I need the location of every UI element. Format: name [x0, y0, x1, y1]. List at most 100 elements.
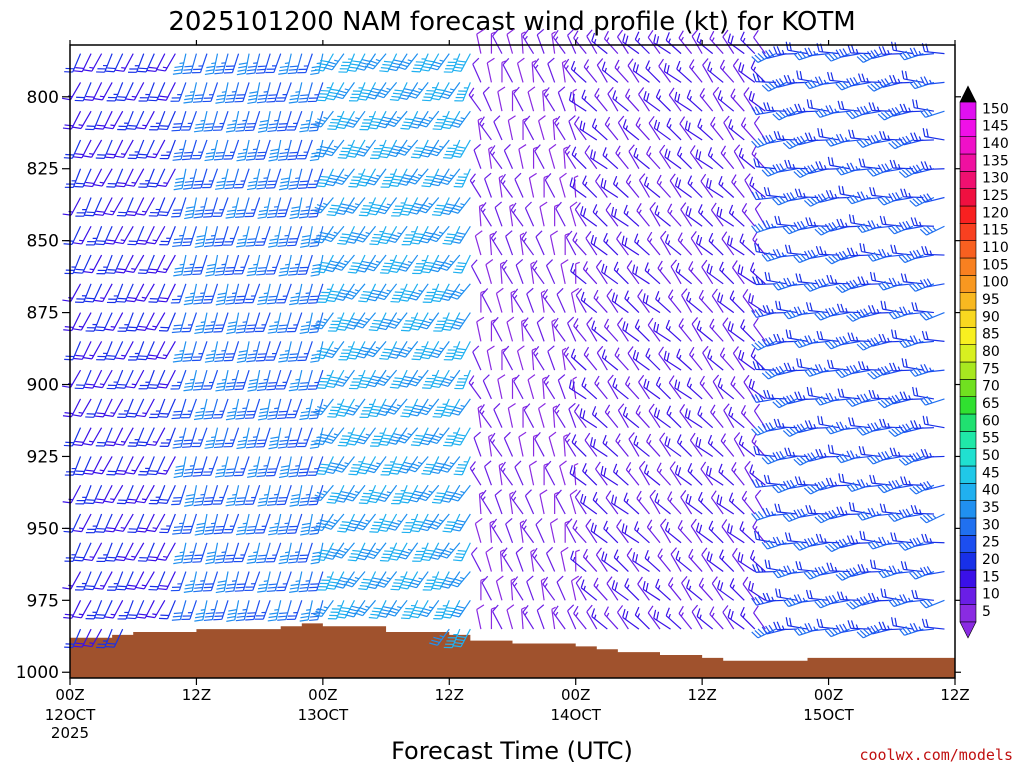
wind-barb [172, 139, 187, 161]
wind-barb [452, 628, 471, 648]
wind-barb [421, 168, 440, 188]
wind-barb [246, 53, 261, 75]
wind-barb [814, 566, 840, 576]
wind-barb [919, 480, 945, 491]
wind-barb [484, 172, 492, 198]
wind-barb [754, 243, 776, 256]
wind-barb [646, 433, 661, 457]
wind-barb [712, 86, 724, 112]
wind-barb [783, 277, 808, 287]
wind-barb [442, 226, 461, 245]
wind-barb [568, 379, 587, 400]
wind-barb [307, 456, 324, 476]
wind-barb [379, 542, 398, 562]
wind-barb [898, 220, 924, 231]
wind-barb [624, 578, 640, 601]
wind-barb [390, 571, 408, 591]
wind-barb [333, 168, 355, 186]
wind-barb [645, 347, 661, 371]
wind-barb [172, 427, 187, 449]
wind-barb [511, 376, 517, 399]
colorbar-swatch [959, 275, 977, 293]
wind-barb [267, 111, 282, 133]
wind-barb [205, 542, 219, 565]
wind-barb [170, 283, 187, 304]
wind-barb [135, 571, 155, 590]
wind-barb [297, 341, 313, 362]
wind-barb [247, 370, 261, 392]
wind-barb [115, 341, 134, 360]
wind-barb [223, 53, 240, 74]
wind-barb [73, 427, 92, 447]
colorbar-label: 25 [982, 535, 1000, 551]
wind-barb [212, 485, 229, 505]
wind-barb [307, 82, 324, 103]
wind-barb [621, 523, 640, 544]
wind-barb [632, 62, 650, 83]
wind-barb [679, 404, 693, 429]
wind-barb [64, 53, 82, 73]
wind-barb [364, 340, 387, 358]
wind-barb [85, 398, 103, 418]
wind-barb [287, 427, 303, 448]
wind-barb [298, 82, 313, 103]
wind-barb [203, 111, 219, 132]
wind-barb [582, 548, 598, 572]
wind-barb [345, 599, 366, 618]
wind-barb [540, 577, 546, 601]
wind-barb [888, 565, 913, 575]
wind-barb [575, 261, 580, 284]
wind-barb [83, 341, 103, 360]
colorbar-swatch [959, 379, 977, 397]
wind-barb [910, 132, 934, 142]
wind-barb [890, 244, 913, 256]
wind-barb [752, 73, 776, 84]
colorbar-swatch [959, 465, 977, 484]
wind-barb [137, 341, 155, 361]
wind-barb [551, 318, 556, 342]
wind-barb [814, 76, 840, 86]
wind-barb [64, 456, 82, 476]
wind-barb [728, 406, 745, 429]
wind-barb [726, 235, 745, 256]
wind-barb [288, 254, 303, 276]
wind-barb [658, 58, 672, 83]
wind-barb [847, 620, 871, 630]
wind-barb [727, 321, 745, 342]
wind-barb [731, 462, 745, 486]
wind-barb [380, 456, 398, 476]
wind-barb [920, 161, 945, 171]
wind-barb [740, 117, 756, 141]
wind-barb [354, 225, 377, 243]
wind-barb [244, 283, 261, 304]
wind-barb [569, 465, 587, 486]
wind-barb [503, 144, 514, 169]
wind-barb [539, 201, 548, 227]
wind-barb [333, 542, 355, 559]
wind-barb [837, 388, 861, 400]
wind-barb [225, 571, 240, 593]
wind-barb [510, 490, 524, 515]
wind-barb [157, 369, 176, 389]
wind-barb [486, 345, 495, 371]
wind-barb [563, 58, 577, 83]
wind-barb [868, 102, 892, 112]
wind-barb [723, 115, 735, 141]
wind-barb [138, 369, 155, 390]
wind-barb [511, 89, 517, 112]
wind-barb [763, 186, 787, 199]
wind-barb [911, 302, 934, 314]
wind-barb [397, 53, 419, 70]
wind-barb [705, 178, 724, 198]
wind-barb [660, 518, 672, 544]
wind-barb [648, 403, 661, 429]
wind-barb [750, 60, 766, 83]
wind-barb [613, 261, 629, 285]
wind-barb [575, 576, 587, 601]
wind-barb [536, 28, 545, 54]
wind-barb [192, 369, 208, 391]
wind-barb [494, 489, 503, 515]
wind-barb [224, 82, 240, 104]
wind-barb [417, 484, 440, 502]
wind-barb [762, 507, 787, 517]
